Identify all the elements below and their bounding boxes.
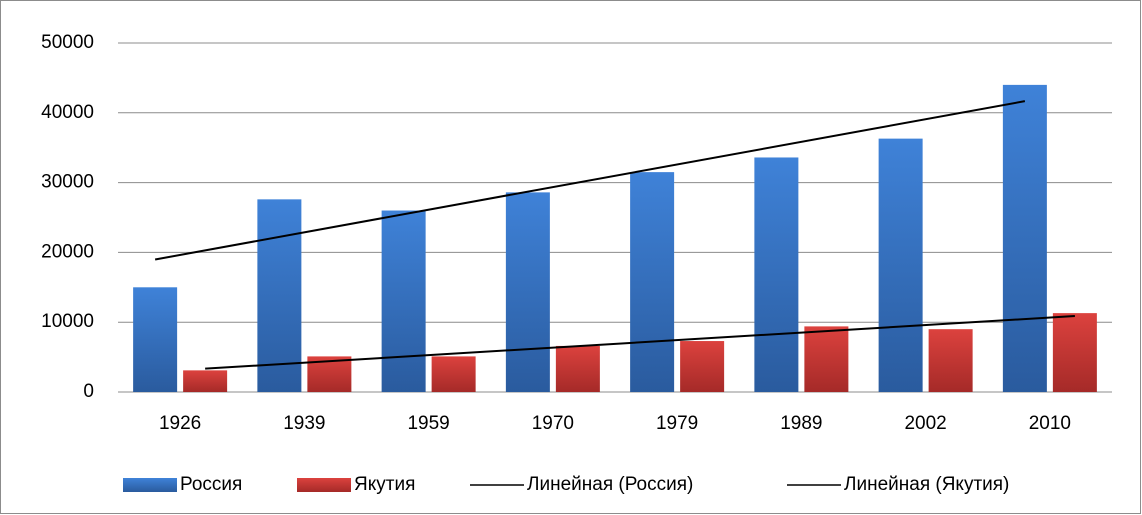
bar (928, 329, 973, 392)
bar (754, 157, 799, 392)
x-tick-label: 2010 (1029, 413, 1071, 434)
x-tick-label: 1979 (656, 413, 698, 434)
bar (183, 370, 228, 392)
x-tick-label: 1959 (407, 413, 449, 434)
bar (804, 326, 849, 392)
x-tick-label: 1989 (780, 413, 822, 434)
y-tick-label: 50000 (41, 32, 94, 53)
y-tick-label: 20000 (41, 241, 94, 262)
legend-swatch (123, 478, 177, 492)
bar (630, 172, 675, 392)
bar (257, 199, 302, 392)
bar (133, 287, 178, 392)
legend-swatch (297, 478, 351, 492)
legend-label: Линейная (Якутия) (844, 474, 1009, 495)
y-tick-label: 30000 (41, 172, 94, 193)
legend-label: Линейная (Россия) (527, 474, 693, 495)
bar (381, 210, 426, 392)
y-tick-label: 40000 (41, 102, 94, 123)
x-tick-label: 2002 (904, 413, 946, 434)
bar (431, 356, 476, 392)
bar (1052, 313, 1097, 392)
trendline (154, 100, 1026, 261)
bar (555, 345, 600, 392)
bar (878, 138, 923, 392)
y-tick-label: 0 (83, 381, 94, 402)
x-tick-label: 1926 (159, 413, 201, 434)
y-tick-label: 10000 (41, 311, 94, 332)
bar (505, 192, 550, 392)
x-tick-label: 1939 (283, 413, 325, 434)
legend-label: Россия (180, 474, 242, 495)
bar (1002, 84, 1047, 392)
trendline (205, 315, 1075, 370)
legend-label: Якутия (354, 474, 415, 495)
x-tick-label: 1970 (532, 413, 574, 434)
bar (680, 341, 725, 392)
